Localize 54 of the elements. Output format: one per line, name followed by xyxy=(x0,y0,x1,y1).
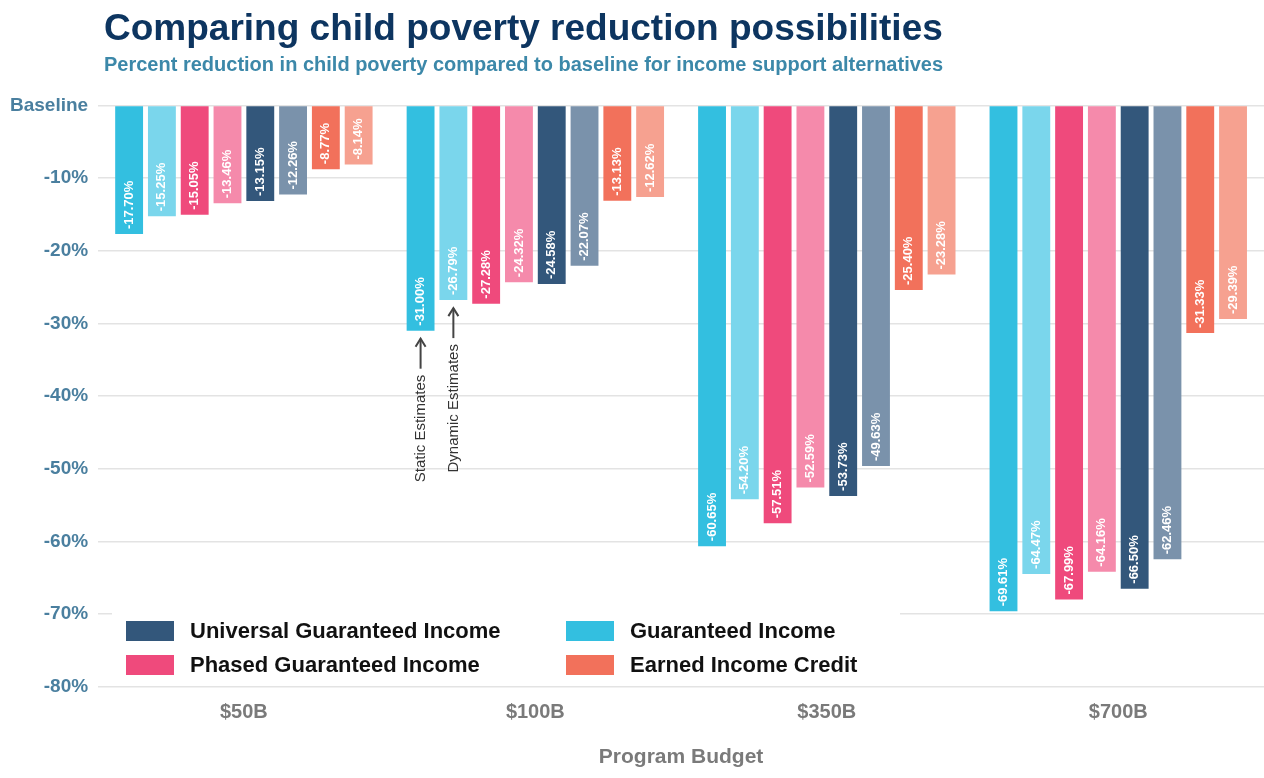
y-tick-label: -50% xyxy=(43,457,89,479)
y-tick-label: -30% xyxy=(43,311,89,333)
data-label: -69.61% xyxy=(995,557,1011,607)
data-label: -8.77% xyxy=(317,122,333,165)
chart-subtitle: Percent reduction in child poverty compared to baseline for income support alternatives xyxy=(103,52,945,77)
data-label: -49.63% xyxy=(867,412,883,462)
data-label: -13.13% xyxy=(608,146,624,196)
annotation: Dynamic Estimates xyxy=(443,344,461,473)
data-label: -67.99% xyxy=(1060,545,1076,595)
data-label: -62.46% xyxy=(1159,505,1175,555)
data-label: -24.58% xyxy=(543,230,559,280)
x-tick-label: $700B xyxy=(1088,700,1148,723)
data-label: -31.33% xyxy=(1191,279,1207,329)
y-tick-label: -60% xyxy=(43,529,89,551)
x-axis-title: Program Budget xyxy=(598,744,764,768)
legend-label: Universal Guaranteed Income xyxy=(190,618,501,644)
y-tick-label: -10% xyxy=(43,166,89,188)
data-label: -64.47% xyxy=(1027,520,1043,569)
data-label: -31.00% xyxy=(412,276,428,326)
data-label: -26.79% xyxy=(444,246,460,296)
y-tick-label: -70% xyxy=(43,602,89,624)
x-tick-label: $100B xyxy=(505,700,565,723)
data-label: -24.32% xyxy=(510,228,526,278)
data-label: -17.70% xyxy=(120,180,136,230)
data-label: -12.62% xyxy=(641,143,657,193)
data-label: -15.05% xyxy=(186,160,202,210)
annotation: Static Estimates xyxy=(410,374,428,483)
y-tick-label: Baseline xyxy=(10,93,89,115)
data-label: -8.14% xyxy=(350,117,366,160)
data-label: -13.46% xyxy=(219,149,235,199)
legend-label: Earned Income Credit xyxy=(630,652,858,678)
data-label: -27.28% xyxy=(477,249,493,299)
data-label: -23.28% xyxy=(933,220,949,270)
data-label: -13.15% xyxy=(251,147,267,196)
data-label: -52.59% xyxy=(801,433,817,483)
y-tick-label: -80% xyxy=(43,675,89,697)
data-label: -54.20% xyxy=(736,445,752,495)
chart-title: Comparing child poverty reduction possibilities xyxy=(103,6,944,50)
x-tick-label: $350B xyxy=(797,700,857,723)
data-label: -57.51% xyxy=(769,469,785,519)
data-label: -22.07% xyxy=(576,211,592,261)
y-tick-label: -20% xyxy=(43,238,89,260)
data-label: -53.73% xyxy=(834,442,850,491)
data-label: -60.65% xyxy=(703,492,719,542)
data-label: -29.39% xyxy=(1224,265,1240,314)
data-label: -66.50% xyxy=(1126,534,1142,584)
x-tick-label: $50B xyxy=(219,700,268,723)
data-label: -64.16% xyxy=(1093,517,1109,567)
data-label: -25.40% xyxy=(900,236,916,285)
legend-label: Guaranteed Income xyxy=(630,618,836,644)
data-label: -12.26% xyxy=(284,140,300,190)
legend-label: Phased Guaranteed Income xyxy=(190,652,480,678)
data-label: -15.25% xyxy=(153,162,169,212)
y-tick-label: -40% xyxy=(43,384,89,406)
